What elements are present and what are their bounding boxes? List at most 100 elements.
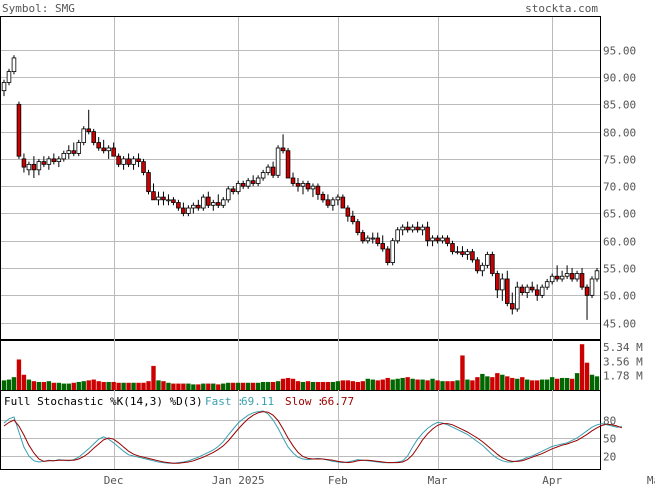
candle-body [116, 155, 121, 165]
volume-bar [290, 378, 296, 390]
candle-body [146, 172, 151, 193]
candle-body [126, 158, 131, 165]
volume-bar [201, 383, 206, 390]
date-tick-label: Mar [428, 474, 448, 486]
volume-bar [320, 381, 326, 390]
candle-body [475, 259, 480, 272]
volume-bar [490, 377, 495, 390]
volume-bar [365, 378, 370, 390]
volume-bar [26, 379, 32, 390]
candle-body [66, 150, 72, 154]
candle-body [76, 142, 82, 154]
volume-bar [569, 378, 575, 390]
volume-bar [76, 381, 81, 390]
candle-body [460, 251, 465, 255]
candle-body [380, 243, 385, 250]
volume-bar [530, 380, 535, 390]
stochastic-axis: 80 50 20 [603, 415, 616, 464]
candle-body [315, 185, 321, 195]
price-tick-label: 95.00 [603, 45, 636, 58]
candle-body [490, 254, 495, 274]
candle-body [435, 237, 440, 242]
volume-bar [305, 381, 311, 390]
candle-body [176, 202, 181, 209]
volume-bar [420, 379, 425, 390]
volume-bar [51, 382, 57, 390]
candle-body [524, 286, 530, 294]
volume-bar [101, 381, 106, 390]
volume-bar [405, 377, 410, 390]
candle-body [385, 248, 390, 263]
candle-body [400, 226, 405, 231]
candle-body [365, 237, 371, 242]
volume-bar [300, 381, 306, 390]
price-tick-label: 55.00 [603, 263, 636, 276]
volume-bar [579, 344, 585, 390]
candle-body [295, 183, 301, 187]
candle-body [36, 161, 42, 171]
candle-body [265, 166, 271, 173]
volume-bar [315, 381, 321, 390]
slow-legend-name: Slow [285, 395, 312, 408]
candle-body [280, 147, 286, 152]
volume-bar [121, 382, 126, 390]
volume-bar [16, 359, 22, 390]
brand-link[interactable]: stockta.com [525, 2, 598, 15]
volume-bar [450, 381, 455, 390]
volume-bar [111, 381, 116, 390]
volume-bar [460, 355, 465, 390]
volume-bar [6, 379, 12, 390]
price-tick-label: 65.00 [603, 208, 636, 221]
price-gridlines [1, 50, 600, 324]
volume-bar [440, 381, 445, 390]
candle-body [245, 180, 251, 187]
candle-body [554, 275, 560, 280]
candle-body [285, 150, 291, 179]
volume-bar [156, 380, 161, 390]
fast-legend-value: 69.11 [241, 395, 274, 408]
candle-body [156, 196, 161, 201]
volume-bar [375, 380, 380, 390]
volume-bar [360, 381, 365, 390]
volume-bar [231, 382, 236, 390]
volume-bar [390, 379, 395, 390]
volume-bar [355, 381, 360, 390]
volume-bar [425, 380, 430, 390]
volume-bar [151, 365, 156, 390]
candle-body [485, 254, 490, 266]
volume-bar [71, 382, 76, 390]
volume-bar [31, 381, 37, 390]
volume-bar [380, 379, 385, 390]
volume-bar [594, 376, 600, 390]
candle-body [166, 199, 171, 202]
date-tick-label: Dec [104, 474, 124, 486]
candle-body [450, 243, 455, 253]
candle-body [390, 240, 395, 263]
candle-body [1, 82, 7, 92]
volume-tick-label: 3.56 M [603, 355, 643, 368]
volume-bar [186, 383, 191, 390]
volume-bar [1, 380, 7, 390]
candle-body [51, 158, 57, 163]
volume-bar [470, 380, 475, 390]
volume-bar [285, 377, 291, 390]
volume-bar [106, 381, 111, 390]
candle-body [465, 251, 470, 255]
volume-bar [574, 373, 580, 390]
volume-bar [385, 377, 390, 390]
volume-bar [176, 383, 181, 390]
candle-body [495, 273, 500, 291]
volume-bar [206, 383, 211, 390]
volume-bar [66, 383, 71, 390]
candle-body [480, 264, 485, 272]
volume-bar [549, 377, 555, 390]
volume-bar [46, 381, 52, 390]
price-panel [0, 16, 601, 340]
volume-bar [395, 378, 400, 390]
candle-body [370, 237, 376, 240]
candle-body [96, 142, 101, 149]
volume-bar [345, 380, 351, 390]
volume-bar [236, 382, 241, 390]
candle-body [320, 193, 326, 201]
